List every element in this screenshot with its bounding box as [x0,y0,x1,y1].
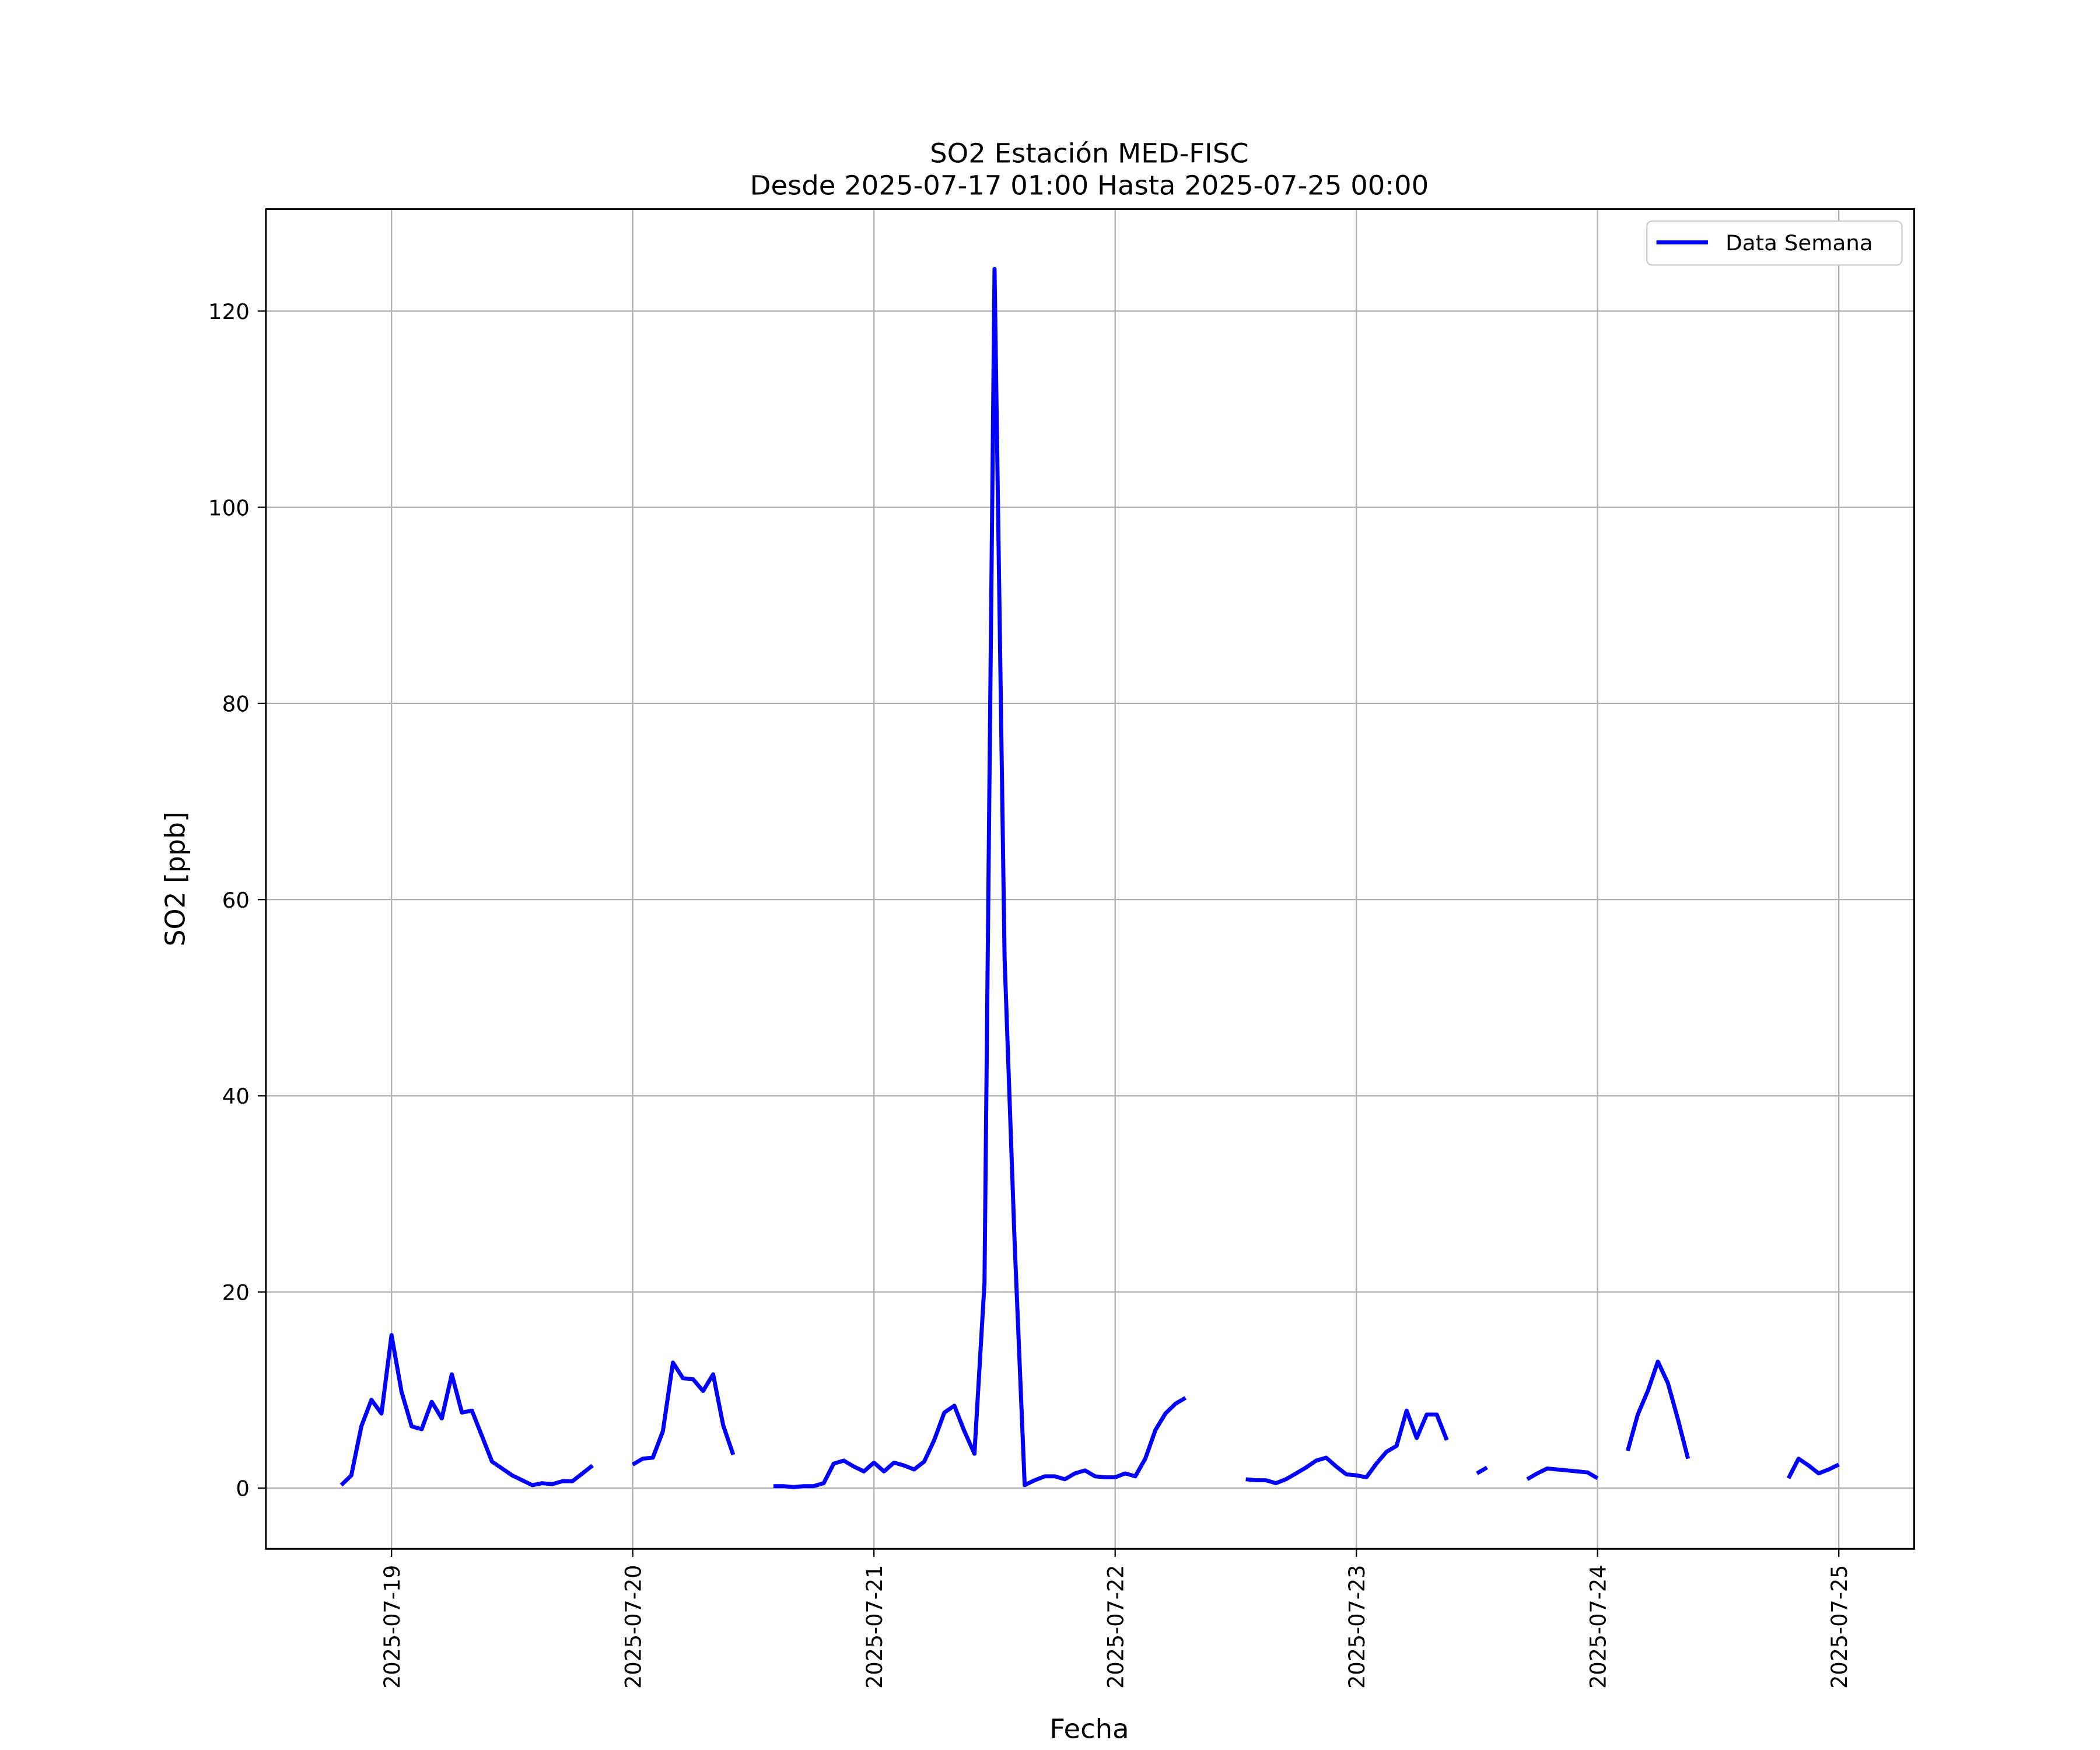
chart-title: SO2 Estación MED-FISC [930,138,1249,169]
y-axis-label: SO2 [ppb] [159,811,191,946]
x-tick-label: 2025-07-20 [621,1565,646,1689]
y-tick-label: 100 [208,496,250,521]
legend-box [1646,220,1903,266]
x-tick-label: 2025-07-24 [1586,1565,1611,1689]
y-tick-label: 60 [222,888,250,913]
data-line [773,267,1187,1489]
x-tick-label: 2025-07-19 [380,1565,405,1689]
x-axis-label: Fecha [1049,1713,1129,1745]
data-line [1245,1408,1449,1486]
y-tick-label: 40 [222,1084,250,1109]
x-tick-label: 2025-07-25 [1827,1565,1852,1689]
legend-label: Data Semana [1726,231,1873,256]
x-tick-label: 2025-07-21 [862,1565,887,1689]
y-tick-label: 80 [222,692,250,717]
data-line [1626,1359,1690,1460]
y-tick-label: 0 [236,1476,250,1502]
y-tick-label: 20 [222,1280,250,1306]
x-tick-label: 2025-07-22 [1103,1565,1128,1689]
data-line [1476,1465,1488,1475]
x-tick-label: 2025-07-23 [1345,1565,1370,1689]
chart-subtitle: Desde 2025-07-17 01:00 Hasta 2025-07-25 … [750,170,1429,201]
data-line [340,1333,594,1488]
plot-frame [265,208,1915,1550]
data-line [1786,1457,1840,1479]
data-line [1526,1466,1599,1481]
y-tick-label: 120 [208,299,250,324]
data-line [631,1360,736,1466]
